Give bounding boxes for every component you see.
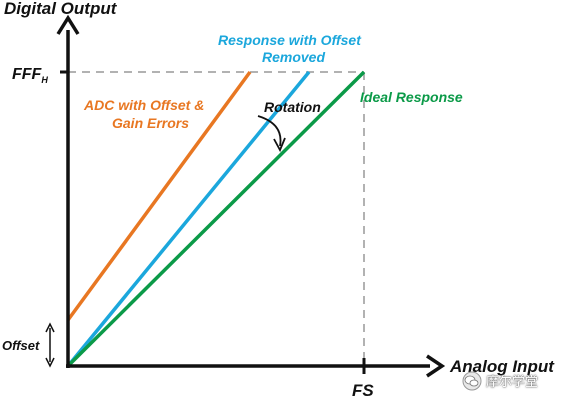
- watermark-text: 摩尔学堂: [486, 375, 539, 390]
- blue-line-label-1: Response with Offset: [218, 32, 362, 48]
- wechat-logo-icon: [462, 371, 482, 391]
- orange-line-label-1: ADC with Offset &: [83, 97, 204, 113]
- offset-label: Offset: [2, 338, 40, 353]
- ffff-tick-subscript: H: [41, 75, 48, 85]
- orange-line-label-2: Gain Errors: [112, 115, 189, 131]
- y-axis-arrow: [56, 14, 80, 35]
- rotation-label: Rotation: [264, 99, 321, 115]
- ffff-tick-text: FFF: [12, 66, 43, 83]
- y-axis-label: Digital Output: [4, 0, 118, 18]
- ffff-tick-label: FFFH: [12, 66, 48, 85]
- offset-arrow-bottom: [45, 357, 55, 368]
- blue-line-label-2: Removed: [262, 49, 325, 65]
- rotation-arrow: [257, 115, 282, 147]
- orange-line-offset-gain: [66, 70, 252, 322]
- green-line-ideal: [66, 70, 366, 368]
- offset-arrow-top: [45, 322, 55, 333]
- x-axis-arrow: [426, 354, 446, 378]
- rotation-arrowhead: [273, 137, 286, 153]
- green-line-label: Ideal Response: [360, 89, 463, 105]
- fs-tick-label: FS: [352, 381, 374, 400]
- x-axis-label: Analog Input: [449, 357, 555, 376]
